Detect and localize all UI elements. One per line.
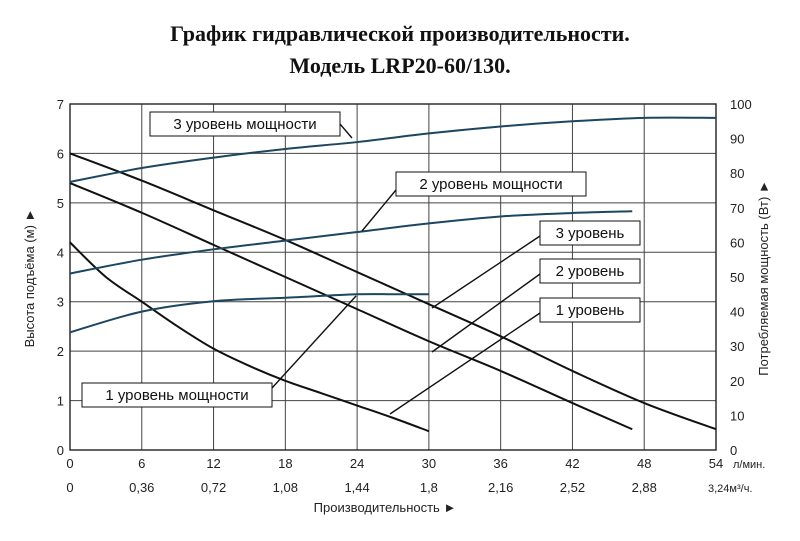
y-right-tick-label: 30 <box>730 339 744 354</box>
x-axis-top-unit: л/мин. <box>733 459 765 471</box>
chart-title-line-1: График гидравлической производительности… <box>170 21 630 46</box>
x-tick-label-top: 6 <box>138 456 145 471</box>
callout-box <box>539 297 641 323</box>
callout-box <box>395 171 587 197</box>
y-left-tick-label: 7 <box>57 97 64 112</box>
x-tick-label-top: 30 <box>422 456 436 471</box>
x-tick-label-bottom: 1,8 <box>420 480 438 495</box>
curves <box>69 116 717 433</box>
x-tick-label-bottom: 3,24м³/ч. <box>708 483 752 495</box>
y-right-tick-label: 20 <box>730 374 744 389</box>
callout-box <box>81 382 273 408</box>
callout-box <box>149 111 341 137</box>
head-curve-1 <box>69 241 430 433</box>
x-tick-label-bottom: 0 <box>66 480 73 495</box>
x-tick-label-bottom: 2,88 <box>632 480 657 495</box>
x-tick-label-top: 18 <box>278 456 292 471</box>
y-left-tick-label: 0 <box>57 443 64 458</box>
power-curve-3 <box>69 116 717 183</box>
callout-label: 2 уровень мощности <box>419 176 562 193</box>
x-tick-label-top: 42 <box>565 456 579 471</box>
x-tick-label-bottom: 1,08 <box>273 480 298 495</box>
chart-title-line-2: Модель LRP20-60/130. <box>289 53 511 78</box>
x-axis-label: Производительность ► <box>314 500 457 515</box>
x-tick-label-bottom: 2,52 <box>560 480 585 495</box>
y-right-tick-label: 80 <box>730 166 744 181</box>
x-tick-label-top: 0 <box>66 456 73 471</box>
callout-label: 2 уровень <box>556 263 625 280</box>
callouts: 3 уровень мощности 2 уровень мощности 3 ур… <box>81 111 641 415</box>
y-right-tick-label: 70 <box>730 201 744 216</box>
y-right-tick-label: 100 <box>730 97 752 112</box>
callout-leader <box>431 235 541 309</box>
head-curve-3 <box>69 152 717 431</box>
power-curve-2 <box>69 210 633 275</box>
callout-leader <box>361 189 397 232</box>
y-left-tick-label: 1 <box>57 394 64 409</box>
x-tick-label-top: 54 <box>709 456 723 471</box>
y-axis-left-label: Высота подъёма (м) ► <box>22 209 37 348</box>
power-curve-1 <box>69 293 429 334</box>
callout-box <box>539 220 641 246</box>
x-tick-label-bottom: 2,16 <box>488 480 513 495</box>
y-right-tick-label: 0 <box>730 443 737 458</box>
callout-leader <box>271 295 357 389</box>
x-tick-label-bottom: 0,36 <box>129 480 154 495</box>
chart-title: График гидравлической производительности… <box>0 18 800 82</box>
ticks: 0 6 12 18 24 30 36 42 48 540 0,36 0,72 1,08 1,44 1,8 2,… <box>57 97 753 495</box>
callout-box <box>539 258 641 284</box>
callout-label: 1 уровень <box>556 302 625 319</box>
x-tick-label-bottom: 0,72 <box>201 480 226 495</box>
callout-label: 3 уровень мощности <box>173 116 316 133</box>
x-tick-label-bottom: 1,44 <box>344 480 369 495</box>
callout-leader <box>431 273 541 353</box>
y-right-tick-label: 60 <box>730 235 744 250</box>
callout-leader <box>389 312 541 415</box>
x-tick-label-top: 24 <box>350 456 364 471</box>
y-right-tick-label: 40 <box>730 305 744 320</box>
callout-leader <box>339 123 353 139</box>
y-right-tick-label: 10 <box>730 408 744 423</box>
y-left-tick-label: 5 <box>57 196 64 211</box>
y-right-tick-label: 50 <box>730 270 744 285</box>
plot-frame <box>69 103 717 451</box>
callout-label: 3 уровень <box>556 225 625 242</box>
x-tick-label-top: 36 <box>493 456 507 471</box>
y-left-tick-label: 4 <box>57 245 64 260</box>
y-left-tick-label: 6 <box>57 146 64 161</box>
x-tick-label-top: 48 <box>637 456 651 471</box>
head-curve-2 <box>69 182 633 431</box>
y-left-tick-label: 2 <box>57 344 64 359</box>
x-tick-label-top: 12 <box>206 456 220 471</box>
callout-label: 1 уровень мощности <box>105 387 248 404</box>
y-right-tick-label: 90 <box>730 132 744 147</box>
y-left-tick-label: 3 <box>57 295 64 310</box>
y-axis-right-label: Потребляемая мощность (Вт) ► <box>756 180 771 376</box>
